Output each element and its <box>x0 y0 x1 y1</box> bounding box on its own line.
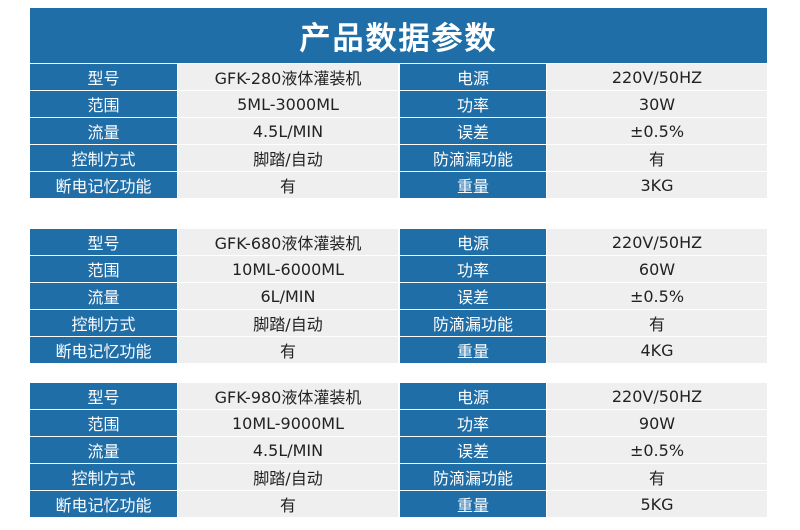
spec-label: 控制方式 <box>30 464 177 490</box>
spec-label: 防滴漏功能 <box>400 310 546 336</box>
table-row: 流量 4.5L/MIN 误差 ±0.5% <box>30 437 767 463</box>
table-row: 型号 GFK-980液体灌装机 电源 220V/50HZ <box>30 383 767 409</box>
spec-table-1: 型号 GFK-280液体灌装机 电源 220V/50HZ 范围 5ML-3000ML 功率 3… <box>30 64 767 199</box>
spec-label: 防滴漏功能 <box>400 145 546 171</box>
spec-value: 4.5L/MIN <box>178 118 398 144</box>
table-row: 控制方式 脚踏/自动 防滴漏功能有 <box>30 145 767 171</box>
table-row: 流量 6L/MIN 误差 ±0.5% <box>30 283 767 309</box>
spec-value: 5KG <box>547 491 767 517</box>
spec-value: 10ML-6000ML <box>178 256 398 282</box>
spec-table-2: 型号 GFK-680液体灌装机 电源 220V/50HZ 范围 10ML-6000ML 功率… <box>30 229 767 364</box>
spec-label: 断电记忆功能 <box>30 337 177 363</box>
spec-value: 30W <box>547 91 767 117</box>
spec-label: 范围 <box>30 256 177 282</box>
spec-value: GFK-980液体灌装机 <box>178 383 398 409</box>
spec-value: ±0.5% <box>547 283 767 309</box>
spec-value: 有 <box>178 172 398 198</box>
table-row: 范围 10ML-6000ML 功率 60W <box>30 256 767 282</box>
table-row: 型号 GFK-680液体灌装机 电源 220V/50HZ <box>30 229 767 255</box>
spec-label: 范围 <box>30 410 177 436</box>
spec-value: 3KG <box>547 172 767 198</box>
spec-label: 控制方式 <box>30 145 177 171</box>
spec-value: 90W <box>547 410 767 436</box>
spec-label: 重量 <box>400 337 546 363</box>
spec-label: 电源 <box>400 383 546 409</box>
table-row: 流量 4.5L/MIN 误差 ±0.5% <box>30 118 767 144</box>
spec-label: 流量 <box>30 437 177 463</box>
spec-value: 脚踏/自动 <box>178 310 398 336</box>
table-row: 型号 GFK-280液体灌装机 电源 220V/50HZ <box>30 64 767 90</box>
table-row: 控制方式 脚踏/自动 防滴漏功能有 <box>30 310 767 336</box>
spec-value: ±0.5% <box>547 118 767 144</box>
spec-label: 断电记忆功能 <box>30 172 177 198</box>
spec-value: 有 <box>178 337 398 363</box>
page-title: 产品数据参数 <box>30 8 767 63</box>
spec-label: 功率 <box>400 91 546 117</box>
spec-value: 有 <box>547 145 767 171</box>
spec-label: 流量 <box>30 118 177 144</box>
spec-label: 控制方式 <box>30 310 177 336</box>
spec-value: 4KG <box>547 337 767 363</box>
spec-value: ±0.5% <box>547 437 767 463</box>
spec-value: 脚踏/自动 <box>178 145 398 171</box>
spec-value: 220V/50HZ <box>547 64 767 90</box>
spec-label: 误差 <box>400 118 546 144</box>
spec-label: 断电记忆功能 <box>30 491 177 517</box>
spec-value: 6L/MIN <box>178 283 398 309</box>
spec-label: 型号 <box>30 383 177 409</box>
spec-value: 10ML-9000ML <box>178 410 398 436</box>
spec-value: 脚踏/自动 <box>178 464 398 490</box>
spec-value: 220V/50HZ <box>547 383 767 409</box>
spec-value: 有 <box>178 491 398 517</box>
spec-value: 4.5L/MIN <box>178 437 398 463</box>
table-row: 范围 10ML-9000ML 功率 90W <box>30 410 767 436</box>
spec-table-3: 型号 GFK-980液体灌装机 电源 220V/50HZ 范围 10ML-9000ML 功率… <box>30 383 767 518</box>
spec-label: 防滴漏功能 <box>400 464 546 490</box>
spec-label: 误差 <box>400 283 546 309</box>
spec-value: 有 <box>547 464 767 490</box>
spec-label: 重量 <box>400 491 546 517</box>
spec-label: 流量 <box>30 283 177 309</box>
spec-label: 型号 <box>30 64 177 90</box>
spec-label: 型号 <box>30 229 177 255</box>
spec-label: 范围 <box>30 91 177 117</box>
table-row: 断电记忆功能有重量 3KG <box>30 172 767 198</box>
spec-value: 60W <box>547 256 767 282</box>
spec-value: 5ML-3000ML <box>178 91 398 117</box>
spec-value: 有 <box>547 310 767 336</box>
spec-label: 功率 <box>400 256 546 282</box>
spec-value: 220V/50HZ <box>547 229 767 255</box>
table-row: 控制方式 脚踏/自动 防滴漏功能有 <box>30 464 767 490</box>
spec-label: 功率 <box>400 410 546 436</box>
spec-value: GFK-280液体灌装机 <box>178 64 398 90</box>
spec-label: 误差 <box>400 437 546 463</box>
spec-label: 重量 <box>400 172 546 198</box>
spec-label: 电源 <box>400 229 546 255</box>
spec-value: GFK-680液体灌装机 <box>178 229 398 255</box>
table-row: 断电记忆功能有重量 4KG <box>30 337 767 363</box>
spec-label: 电源 <box>400 64 546 90</box>
table-row: 范围 5ML-3000ML 功率 30W <box>30 91 767 117</box>
table-row: 断电记忆功能有重量 5KG <box>30 491 767 517</box>
